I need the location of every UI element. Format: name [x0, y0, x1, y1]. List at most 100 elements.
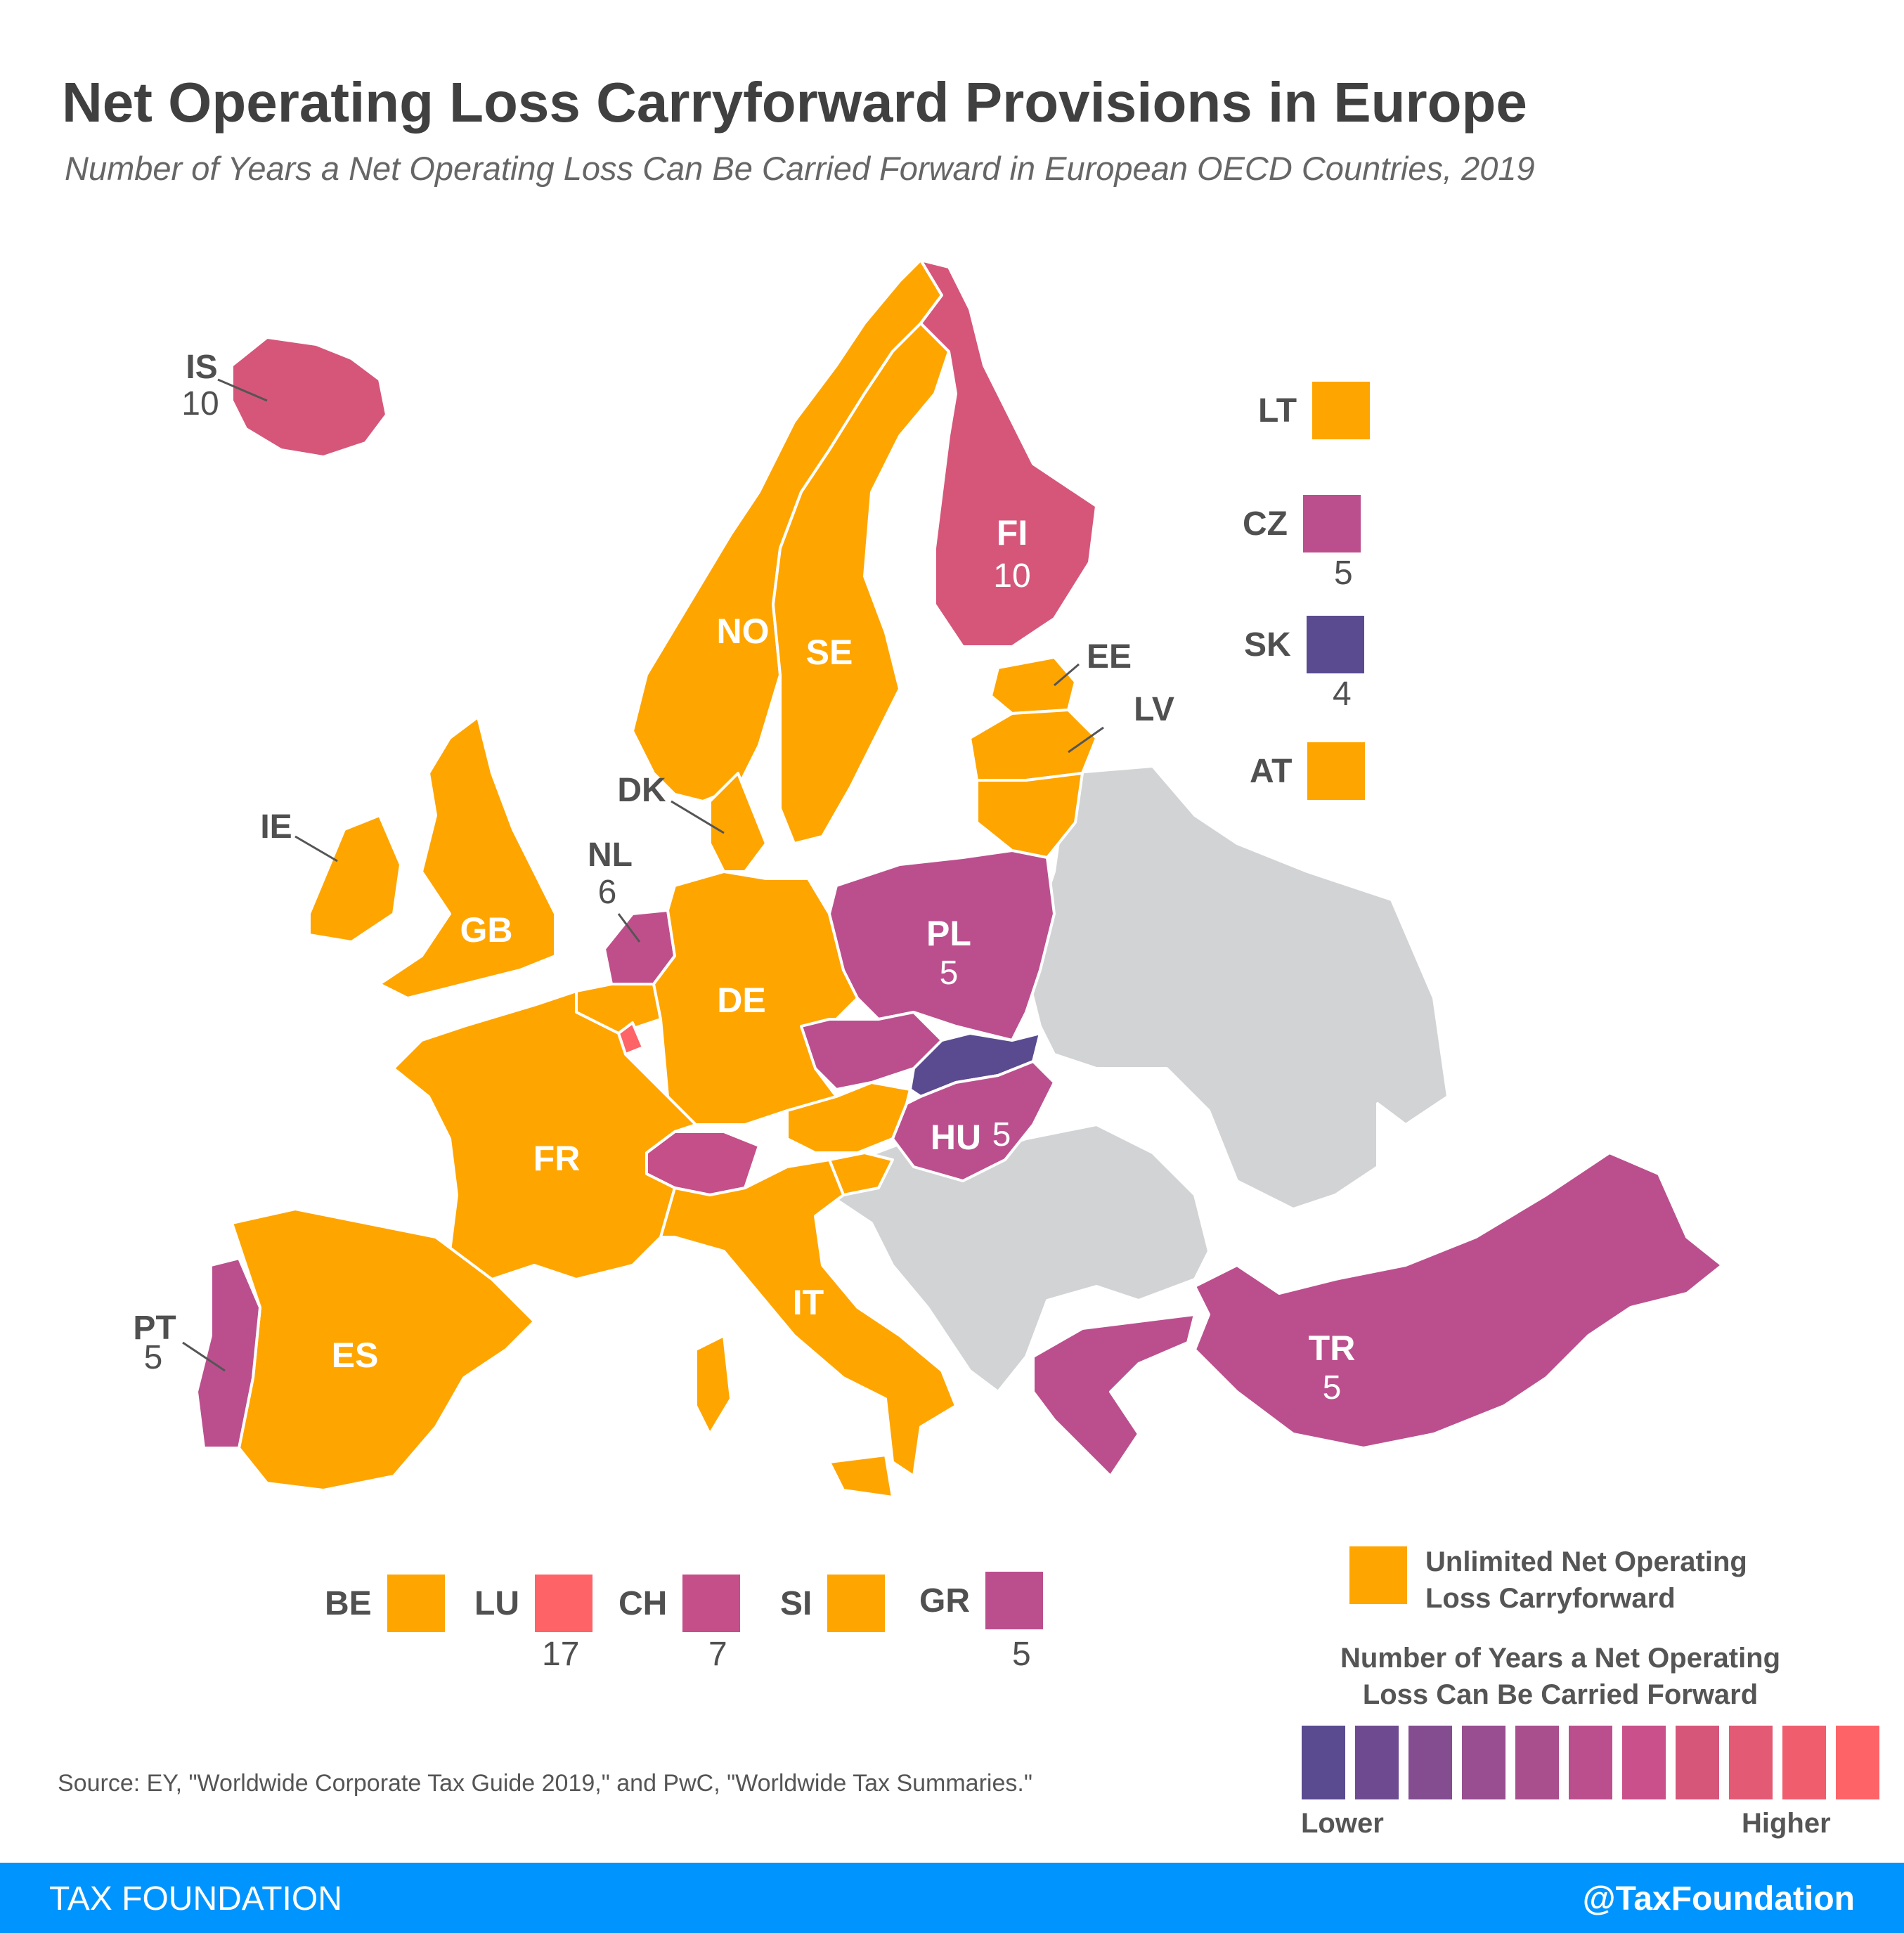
key-LU: LU 17 [474, 1575, 592, 1673]
legend-scale-title-line1: Number of Years a Net Operating [1340, 1643, 1781, 1674]
country-DK [708, 772, 768, 873]
value-PL: 5 [940, 955, 959, 992]
legend-lower-label: Lower [1301, 1808, 1384, 1839]
legend-scale-cell-8 [1676, 1726, 1719, 1799]
legend-scale-cell-11 [1836, 1726, 1879, 1799]
country-IE [308, 814, 402, 943]
key-LT: LT [1258, 382, 1371, 439]
legend-scale-cell-4 [1462, 1726, 1505, 1799]
key-LU-swatch [534, 1575, 592, 1632]
europe-map: FI 10 NO SE GB DE PL 5 FR HU 5 IT ES TR … [133, 259, 1723, 1499]
value-IS: 10 [181, 385, 219, 422]
region-non-oecd-balkans [828, 1123, 1210, 1393]
label-FI: FI [997, 513, 1028, 552]
key-AT-swatch [1307, 742, 1366, 800]
key-AT: AT [1250, 742, 1366, 800]
legend-scale-cell-10 [1782, 1726, 1826, 1799]
country-PL [828, 849, 1056, 1042]
country-IT [659, 1158, 957, 1478]
value-NL: 6 [598, 874, 617, 911]
key-LU-code: LU [474, 1584, 519, 1622]
legend-unlimited-line2: Loss Carryforward [1425, 1583, 1676, 1614]
label-LV: LV [1134, 691, 1174, 728]
label-IT: IT [793, 1283, 824, 1322]
footer-brand: TAX FOUNDATION [49, 1880, 342, 1918]
label-NL: NL [588, 836, 633, 874]
country-GR [1032, 1313, 1196, 1478]
key-SI-swatch [827, 1575, 886, 1632]
key-CZ-value: 5 [1334, 555, 1353, 592]
footer-bar: TAX FOUNDATION @TaxFoundation [0, 1863, 1904, 1933]
country-SE [772, 322, 950, 845]
key-SI: SI [780, 1575, 886, 1632]
country-AT [786, 1081, 912, 1154]
key-SK: SK 4 [1244, 616, 1364, 713]
legend-scale-cell-3 [1408, 1726, 1452, 1799]
key-LT-swatch [1312, 382, 1371, 439]
value-TR: 5 [1323, 1369, 1342, 1407]
country-FR [392, 990, 697, 1281]
legend-scale-cell-2 [1355, 1726, 1399, 1799]
leader-IS [217, 378, 268, 402]
legend-scale-cell-9 [1729, 1726, 1773, 1799]
key-CZ: CZ 5 [1243, 495, 1361, 592]
label-DE: DE [717, 981, 765, 1020]
label-EE: EE [1087, 638, 1132, 675]
legend-scale-cell-7 [1622, 1726, 1666, 1799]
label-SE: SE [806, 633, 853, 672]
label-HU: HU [931, 1118, 981, 1157]
legend-unlimited-label: Unlimited Net Operating Loss Carryforwar… [1425, 1544, 1747, 1617]
label-DK: DK [617, 772, 666, 809]
label-ES: ES [332, 1336, 379, 1375]
leader-DK [671, 800, 725, 834]
key-CH-code: CH [619, 1584, 668, 1622]
leader-NL [617, 913, 641, 943]
key-BE-code: BE [325, 1584, 372, 1622]
legend-scale-title-line2: Loss Can Be Carried Forward [1362, 1679, 1759, 1710]
label-FR: FR [533, 1139, 581, 1178]
label-PT: PT [133, 1310, 176, 1347]
country-PT [195, 1257, 261, 1449]
map-title: Net Operating Loss Carryforward Provisio… [62, 71, 1527, 134]
leader-IE [294, 835, 338, 862]
label-PL: PL [926, 914, 971, 953]
key-BE: BE [325, 1575, 445, 1632]
key-LT-code: LT [1258, 392, 1297, 429]
key-SI-code: SI [780, 1584, 812, 1622]
label-IS: IS [186, 349, 217, 386]
legend-higher-label: Higher [1742, 1808, 1831, 1839]
footer-handle[interactable]: @TaxFoundation [1582, 1880, 1855, 1918]
value-PT: 5 [144, 1339, 163, 1376]
label-GB: GB [460, 910, 513, 950]
leader-LV [1068, 726, 1104, 754]
key-GR: GR 5 [919, 1572, 1043, 1673]
key-GR-swatch [985, 1572, 1043, 1629]
key-CZ-swatch [1302, 495, 1361, 552]
country-IS [231, 336, 388, 458]
legend-scale-cell-1 [1302, 1726, 1345, 1799]
country-IT-sardinia [694, 1334, 732, 1435]
key-AT-code: AT [1250, 752, 1293, 790]
key-LU-value: 17 [542, 1636, 580, 1673]
country-FI [919, 259, 1098, 648]
country-IT-sicily [828, 1454, 894, 1499]
country-HU [891, 1060, 1056, 1182]
key-CH-swatch [682, 1575, 741, 1632]
legend-scale-cell-5 [1515, 1726, 1559, 1799]
key-SK-swatch [1306, 616, 1364, 673]
legend-unlimited-swatch [1349, 1546, 1407, 1604]
key-SK-value: 4 [1333, 675, 1352, 713]
country-EE [990, 656, 1077, 715]
key-BE-swatch [387, 1575, 445, 1632]
legend-unlimited-line1: Unlimited Net Operating [1425, 1546, 1747, 1577]
country-LT [976, 772, 1084, 859]
leader-EE [1054, 663, 1080, 687]
source-note: Source: EY, "Worldwide Corporate Tax Gui… [58, 1770, 1032, 1797]
country-TR [1193, 1151, 1723, 1449]
key-GR-code: GR [919, 1582, 970, 1620]
key-GR-value: 5 [1012, 1636, 1031, 1673]
map-subtitle: Number of Years a Net Operating Loss Can… [65, 150, 1535, 187]
label-NO: NO [717, 612, 770, 651]
region-non-oecd-east [1025, 765, 1449, 1210]
legend-scale-cell-6 [1569, 1726, 1612, 1799]
